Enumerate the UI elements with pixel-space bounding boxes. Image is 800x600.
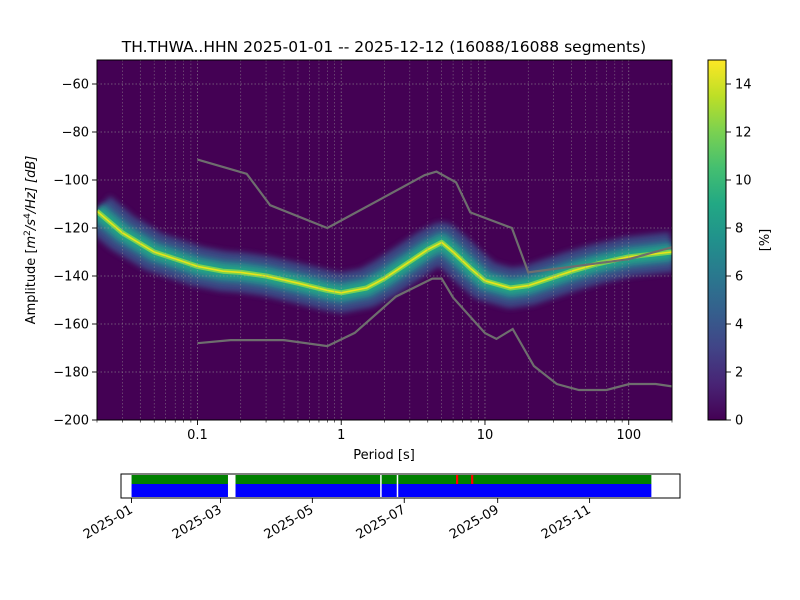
colorbar-tick-label: 14 — [735, 78, 752, 93]
timeline-red-mark — [456, 475, 459, 484]
timeline-tick-label: 2025-05 — [262, 502, 317, 542]
timeline-data-bar — [131, 484, 652, 497]
timeline-gap — [380, 475, 382, 497]
colorbar-tick-label: 8 — [735, 222, 743, 237]
y-tick-label: −120 — [53, 222, 89, 237]
noise-models — [197, 158, 672, 392]
timeline-bars — [131, 475, 652, 497]
timeline-x-axis: 2025-01 2025-03 2025-05 2025-07 2025-09 2025-… — [81, 498, 594, 543]
y-tick-label: −80 — [62, 126, 89, 141]
low-noise-model-line — [197, 277, 672, 392]
colorbar-tick-label: 2 — [735, 366, 743, 381]
colorbar-gradient — [707, 59, 727, 421]
timeline-tick-label: 2025-09 — [447, 502, 502, 542]
timeline-tick-label: 2025-01 — [81, 502, 136, 542]
timeline-gap — [227, 475, 236, 497]
x-axis: 0.1 1 10 100 — [96, 420, 673, 443]
x-tick-label: 0.1 — [187, 428, 208, 443]
timeline-tick-label: 2025-03 — [170, 502, 225, 542]
timeline-gap — [396, 475, 399, 497]
timeline-tick-label: 2025-11 — [539, 502, 594, 542]
y-tick-label: −140 — [53, 270, 89, 285]
colorbar-label: [%] — [758, 229, 773, 252]
colorbar-tick-label: 0 — [735, 414, 743, 429]
colorbar: 0 2 4 6 8 10 12 14 [%] — [707, 59, 773, 429]
colorbar-tick-label: 12 — [735, 126, 752, 141]
timeline-red-mark — [471, 475, 474, 484]
high-noise-model-line — [197, 158, 672, 274]
x-axis-label: Period [s] — [353, 448, 415, 463]
timeline-plot: 2025-01 2025-03 2025-05 2025-07 2025-09 2025-… — [81, 473, 681, 543]
colorbar-ticks: 0 2 4 6 8 10 12 14 — [726, 78, 752, 429]
y-tick-label: −100 — [53, 174, 89, 189]
colorbar-tick-label: 4 — [735, 318, 743, 333]
y-tick-label: −180 — [53, 366, 89, 381]
y-tick-label: −60 — [62, 78, 89, 93]
y-tick-label: −200 — [53, 414, 89, 429]
y-tick-label: −160 — [53, 318, 89, 333]
y-axis: −200 −180 −160 −140 −120 −100 −80 −60 — [53, 78, 97, 429]
x-tick-label: 100 — [616, 428, 641, 443]
psd-plot: 0.1 1 10 100 −200 −180 −160 −140 −120 −100 −80 −60… — [23, 59, 673, 463]
x-tick-label: 1 — [337, 428, 345, 443]
timeline-processed-bar — [131, 475, 652, 484]
timeline-frame — [120, 473, 681, 499]
timeline-tick-label: 2025-07 — [354, 502, 409, 542]
colorbar-tick-label: 10 — [735, 174, 752, 189]
colorbar-tick-label: 6 — [735, 270, 743, 285]
grid — [97, 60, 672, 420]
x-tick-label: 10 — [477, 428, 494, 443]
chart-title: TH.THWA..HHN 2025-01-01 -- 2025-12-12 (1… — [121, 38, 646, 56]
y-axis-label: Amplitude [m2/s4/Hz] [dB] — [23, 156, 39, 325]
